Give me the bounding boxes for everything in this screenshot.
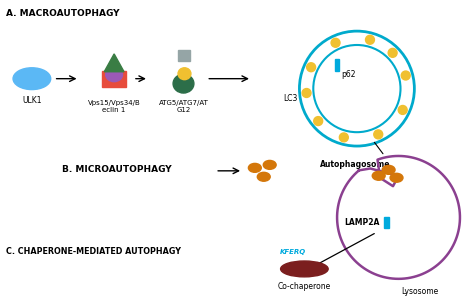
Ellipse shape (390, 173, 403, 182)
Text: A. MACROAUTOPHAGY: A. MACROAUTOPHAGY (6, 9, 119, 18)
Ellipse shape (178, 68, 191, 80)
Ellipse shape (401, 71, 410, 80)
Ellipse shape (106, 68, 123, 82)
Ellipse shape (281, 261, 328, 277)
Ellipse shape (13, 68, 51, 90)
Ellipse shape (388, 48, 397, 57)
Ellipse shape (248, 163, 261, 172)
Text: Vps15/Vps34/B
eclin 1: Vps15/Vps34/B eclin 1 (88, 100, 140, 113)
Ellipse shape (257, 172, 270, 181)
FancyBboxPatch shape (102, 71, 126, 87)
Ellipse shape (374, 130, 383, 139)
Ellipse shape (314, 117, 323, 126)
FancyBboxPatch shape (335, 59, 339, 71)
Ellipse shape (398, 106, 407, 114)
Text: Autophagosome: Autophagosome (319, 160, 390, 169)
Ellipse shape (302, 88, 311, 98)
FancyBboxPatch shape (178, 50, 191, 61)
Ellipse shape (365, 35, 374, 44)
Ellipse shape (263, 160, 276, 169)
Text: ULK1: ULK1 (22, 95, 42, 105)
Text: LC3: LC3 (283, 94, 298, 103)
Ellipse shape (307, 63, 316, 72)
Text: KFERQ: KFERQ (279, 249, 306, 255)
Text: p62: p62 (341, 70, 356, 79)
Text: C. CHAPERONE-MEDIATED AUTOPHAGY: C. CHAPERONE-MEDIATED AUTOPHAGY (6, 247, 181, 256)
Text: Co-chaperone: Co-chaperone (278, 282, 331, 291)
Polygon shape (104, 54, 124, 72)
Text: ATG5/ATG7/AT
G12: ATG5/ATG7/AT G12 (159, 100, 209, 113)
Text: B. MICROAUTOPHAGY: B. MICROAUTOPHAGY (62, 165, 171, 174)
Ellipse shape (173, 74, 194, 93)
Ellipse shape (382, 165, 395, 174)
Text: LAMP2A: LAMP2A (344, 218, 379, 227)
Ellipse shape (331, 38, 340, 47)
Text: Lysosome: Lysosome (401, 287, 439, 296)
Ellipse shape (372, 171, 385, 180)
Ellipse shape (339, 133, 348, 142)
FancyBboxPatch shape (383, 217, 389, 228)
